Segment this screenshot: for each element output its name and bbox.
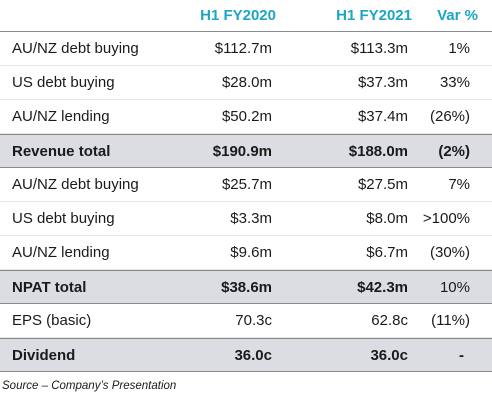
fy2020-value: $190.9m <box>212 142 272 160</box>
fy2021-value: $27.5m <box>357 176 408 193</box>
row-label: NPAT total <box>12 278 87 296</box>
var-value: 10% <box>439 278 470 296</box>
var-value: (26%) <box>429 108 470 125</box>
row-label: AU/NZ lending <box>12 244 110 261</box>
fy2020-value: $112.7m <box>214 40 272 57</box>
dividend-row: Dividend 36.0c 36.0c - <box>0 338 492 372</box>
fy2021-value: $6.7m <box>366 244 408 261</box>
fy2021-value: $37.4m <box>357 108 408 125</box>
row-label: AU/NZ lending <box>12 108 110 125</box>
var-value: 1% <box>448 40 470 57</box>
fy2020-value: $3.3m <box>230 210 272 227</box>
fy2020-value: $9.6m <box>230 244 272 261</box>
table-row: EPS (basic) 70.3c 62.8c (11%) <box>0 304 492 338</box>
fy2021-value: 62.8c <box>371 312 408 329</box>
fy2020-value: $25.7m <box>221 176 272 193</box>
var-value: >100% <box>422 210 470 227</box>
fy2021-value: $188.0m <box>348 142 408 160</box>
var-value: - <box>459 346 464 364</box>
row-label: AU/NZ debt buying <box>12 176 139 193</box>
row-label: Dividend <box>12 346 76 364</box>
row-label: US debt buying <box>12 210 115 227</box>
fy2021-value: $42.3m <box>357 278 408 296</box>
var-value: (11%) <box>431 312 470 329</box>
fy2020-value: 70.3c <box>235 312 272 329</box>
var-value: 33% <box>439 74 470 91</box>
header-h1-fy2021: H1 FY2021 <box>336 7 412 24</box>
fy2021-value: $37.3m <box>357 74 408 91</box>
var-value: 7% <box>448 176 470 193</box>
source-note: Source – Company’s Presentation <box>2 380 177 392</box>
table-header-row: H1 FY2020 H1 FY2021 Var % <box>0 0 492 32</box>
financial-summary-table: H1 FY2020 H1 FY2021 Var % AU/NZ debt buy… <box>0 0 492 372</box>
table-row: AU/NZ lending $50.2m $37.4m (26%) <box>0 100 492 134</box>
fy2021-value: 36.0c <box>370 346 408 364</box>
table-row: US debt buying $3.3m $8.0m >100% <box>0 202 492 236</box>
fy2020-value: $38.6m <box>221 278 272 296</box>
header-var-percent: Var % <box>437 7 478 24</box>
var-value: (30%) <box>429 244 470 261</box>
row-label: US debt buying <box>12 74 115 91</box>
table-row: US debt buying $28.0m $37.3m 33% <box>0 66 492 100</box>
fy2020-value: $50.2m <box>221 108 272 125</box>
row-label: EPS (basic) <box>12 312 92 329</box>
npat-total-row: NPAT total $38.6m $42.3m 10% <box>0 270 492 304</box>
table-row: AU/NZ debt buying $112.7m $113.3m 1% <box>0 32 492 66</box>
row-label: Revenue total <box>12 142 111 160</box>
header-h1-fy2020: H1 FY2020 <box>200 7 276 24</box>
fy2020-value: $28.0m <box>221 74 272 91</box>
fy2021-value: $8.0m <box>366 210 408 227</box>
fy2021-value: $113.3m <box>350 40 408 57</box>
table-row: AU/NZ debt buying $25.7m $27.5m 7% <box>0 168 492 202</box>
table-row: AU/NZ lending $9.6m $6.7m (30%) <box>0 236 492 270</box>
revenue-total-row: Revenue total $190.9m $188.0m (2%) <box>0 134 492 168</box>
fy2020-value: 36.0c <box>234 346 272 364</box>
row-label: AU/NZ debt buying <box>12 40 139 57</box>
var-value: (2%) <box>438 142 470 160</box>
